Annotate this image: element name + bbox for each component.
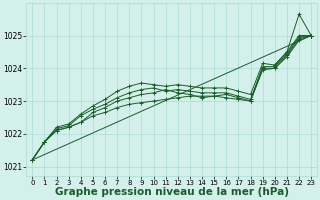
X-axis label: Graphe pression niveau de la mer (hPa): Graphe pression niveau de la mer (hPa): [55, 187, 289, 197]
